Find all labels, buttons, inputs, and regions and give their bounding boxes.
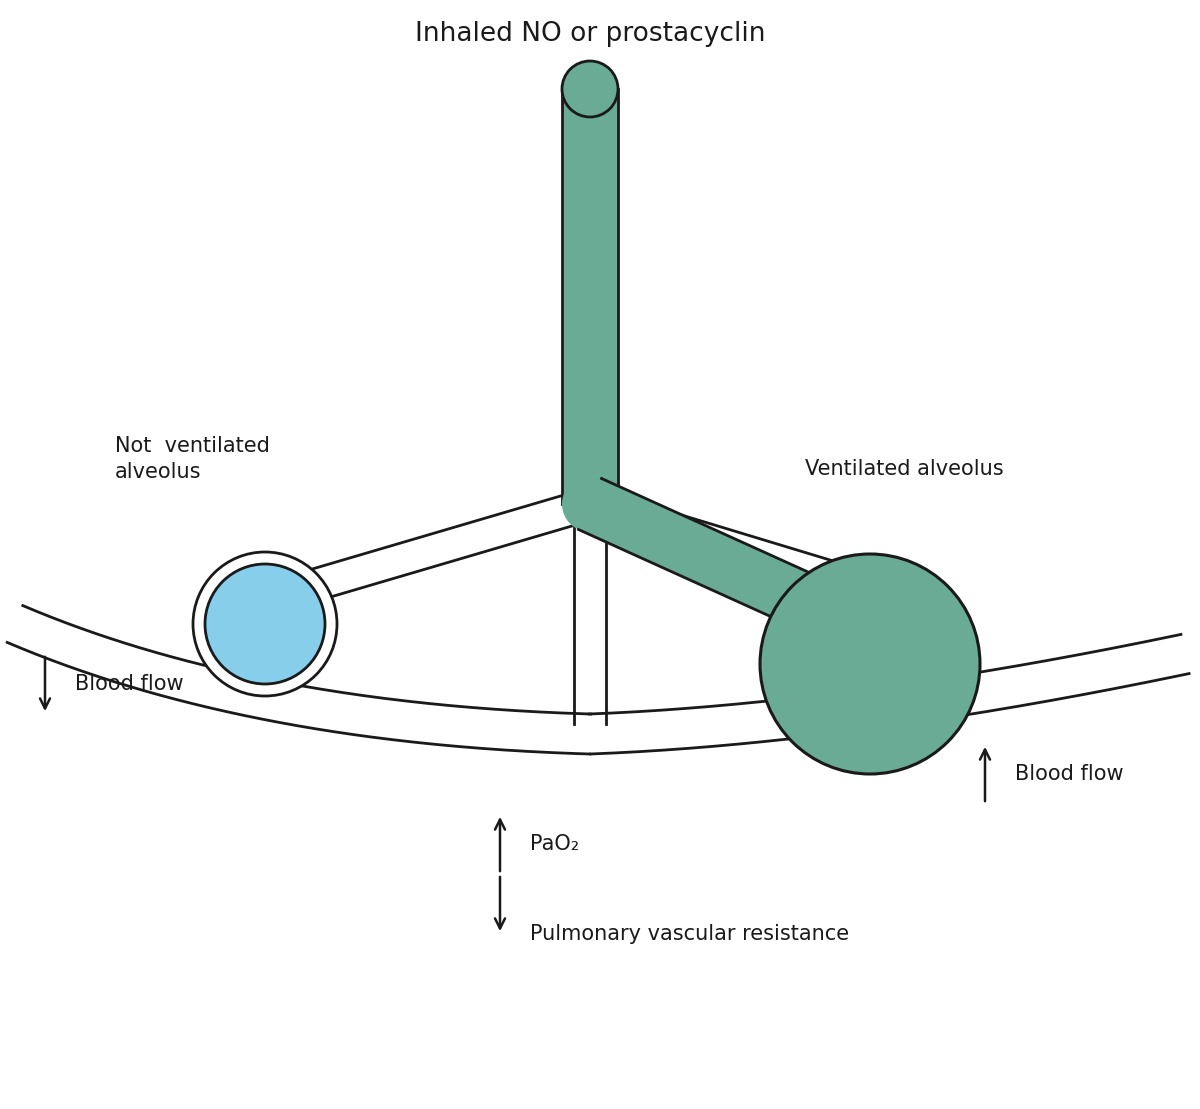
Text: Pulmonary vascular resistance: Pulmonary vascular resistance xyxy=(530,924,850,944)
Text: Blood flow: Blood flow xyxy=(74,674,184,694)
Text: Not  ventilated
alveolus: Not ventilated alveolus xyxy=(115,436,270,482)
Text: Inhaled NO or prostacyclin: Inhaled NO or prostacyclin xyxy=(415,21,766,47)
Circle shape xyxy=(562,476,618,532)
Text: Ventilated alveolus: Ventilated alveolus xyxy=(805,459,1003,479)
Circle shape xyxy=(193,552,337,696)
Polygon shape xyxy=(562,89,618,503)
Circle shape xyxy=(760,554,980,774)
Polygon shape xyxy=(578,478,866,650)
Circle shape xyxy=(562,61,618,118)
Text: PaO₂: PaO₂ xyxy=(530,834,580,854)
Circle shape xyxy=(205,564,325,684)
Text: Blood flow: Blood flow xyxy=(1015,764,1123,784)
